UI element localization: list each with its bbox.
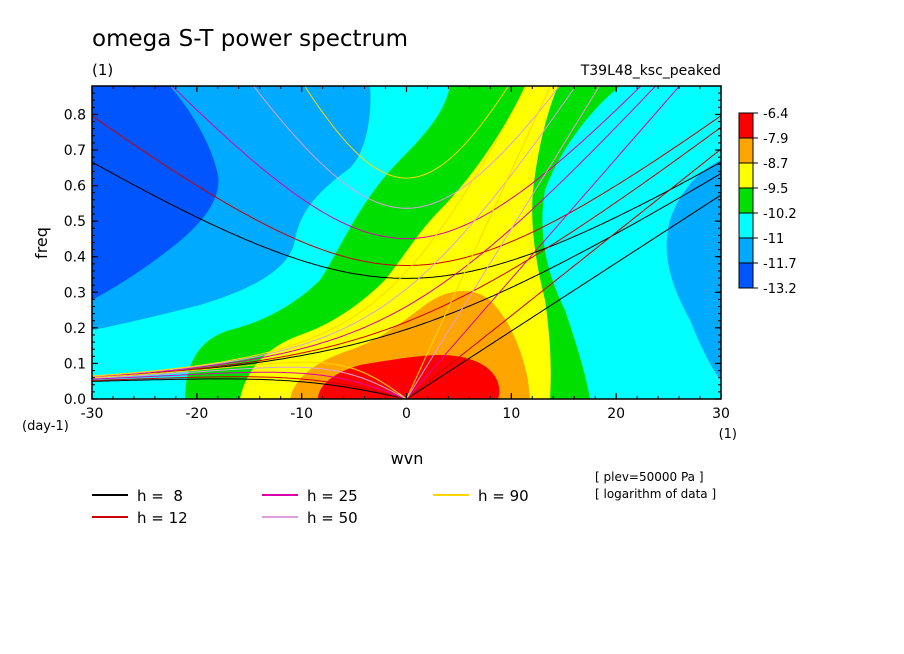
x-tick-label: -10 [290, 406, 313, 422]
dispersion-curve-kelvin [406, 194, 721, 399]
dispersion-curve-er [92, 366, 407, 399]
colorbar-level-label: -10.2 [763, 207, 797, 222]
chart-title: omega S-T power spectrum [92, 26, 408, 52]
x-tick-label: -30 [81, 406, 104, 422]
dispersion-curve-ig [92, 161, 721, 279]
y-axis-label: freq [32, 227, 51, 259]
dispersion-curves [92, 86, 721, 399]
dispersion-curve-mrg [92, 86, 577, 377]
colorbar-level-label: -7.9 [763, 132, 788, 147]
y-tick-label: 0.3 [64, 285, 86, 301]
x-axis: -30 -20 -10 0 10 20 30 [81, 86, 730, 422]
x-tick-label: 20 [607, 406, 625, 422]
dispersion-curve-mrg [92, 126, 721, 378]
dispersion-curve-ig [304, 86, 509, 179]
y-tick-label: 0.5 [64, 214, 86, 230]
legend-label: h = 50 [307, 509, 358, 527]
y-tick-label: 0.8 [64, 107, 86, 123]
x-unit-label: (1) [719, 427, 737, 442]
dispersion-curve-ig [171, 86, 642, 240]
dispersion-curve-kelvin [406, 86, 681, 399]
dispersion-curve-mrg [92, 86, 528, 377]
colorbar-level-label: -6.4 [763, 107, 788, 122]
chart-subtitle-left: (1) [92, 61, 113, 79]
x-tick-label: 30 [712, 406, 730, 422]
x-axis-label: wvn [391, 449, 424, 468]
y-tick-label: 0.4 [64, 250, 86, 266]
dispersion-curve-er [92, 361, 407, 399]
y-axis: 0.0 0.1 0.2 0.3 0.4 0.5 0.6 0.7 0.8 [64, 92, 721, 408]
y-tick-label: 0.6 [64, 179, 86, 195]
dispersion-curve-kelvin [406, 86, 601, 399]
dispersion-curve-kelvin [406, 86, 551, 399]
dispersion-curve-er [92, 371, 407, 399]
y-tick-label: 0.0 [64, 392, 86, 408]
x-tick-label: 0 [402, 406, 411, 422]
colorbar-level-label: -11 [763, 232, 784, 247]
y-tick-label: 0.7 [64, 143, 86, 159]
colorbar-swatch [738, 212, 754, 239]
colorbar-swatch [738, 112, 754, 139]
colorbar-level-label: -11.7 [763, 257, 797, 272]
dispersion-curve-ig [252, 86, 561, 209]
colorbar-swatch [738, 187, 754, 214]
legend-label: h = 8 [137, 487, 183, 505]
dispersion-curve-er [92, 378, 407, 399]
colorbar-level-label: -8.7 [763, 157, 788, 172]
y-tick-label: 0.2 [64, 321, 86, 337]
annotation-log: [ logarithm of data ] [595, 487, 716, 501]
colorbar: -6.4 -7.9 -8.7 -9.5 -10.2 -11 -11.7 -13.2 [738, 107, 797, 297]
dispersion-curve-er [92, 376, 407, 399]
x-tick-label: 10 [502, 406, 520, 422]
y-unit-label: (day-1) [22, 419, 69, 434]
dispersion-curve-ig [92, 115, 721, 266]
dispersion-curve-kelvin [406, 148, 721, 399]
curve-legend: h = 8 h = 12 h = 25 h = 50 h = 90 [92, 487, 529, 527]
colorbar-swatch [738, 137, 754, 164]
colorbar-level-label: -13.2 [763, 282, 797, 297]
colorbar-swatch [738, 162, 754, 189]
colorbar-level-label: -9.5 [763, 182, 788, 197]
plot-area [92, 86, 721, 399]
legend-label: h = 12 [137, 509, 188, 527]
band-blue-left [92, 86, 219, 300]
y-tick-label: 0.1 [64, 356, 86, 372]
colorbar-swatch [738, 262, 754, 289]
chart-subtitle-right: T39L48_ksc_peaked [580, 63, 721, 79]
annotation-plev: [ plev=50000 Pa ] [595, 470, 704, 484]
legend-label: h = 25 [307, 487, 358, 505]
x-tick-label: -20 [185, 406, 208, 422]
colorbar-swatch [738, 237, 754, 264]
legend-label: h = 90 [478, 487, 529, 505]
dispersion-curve-mrg [92, 86, 657, 378]
band-lightblue-right [666, 160, 721, 380]
